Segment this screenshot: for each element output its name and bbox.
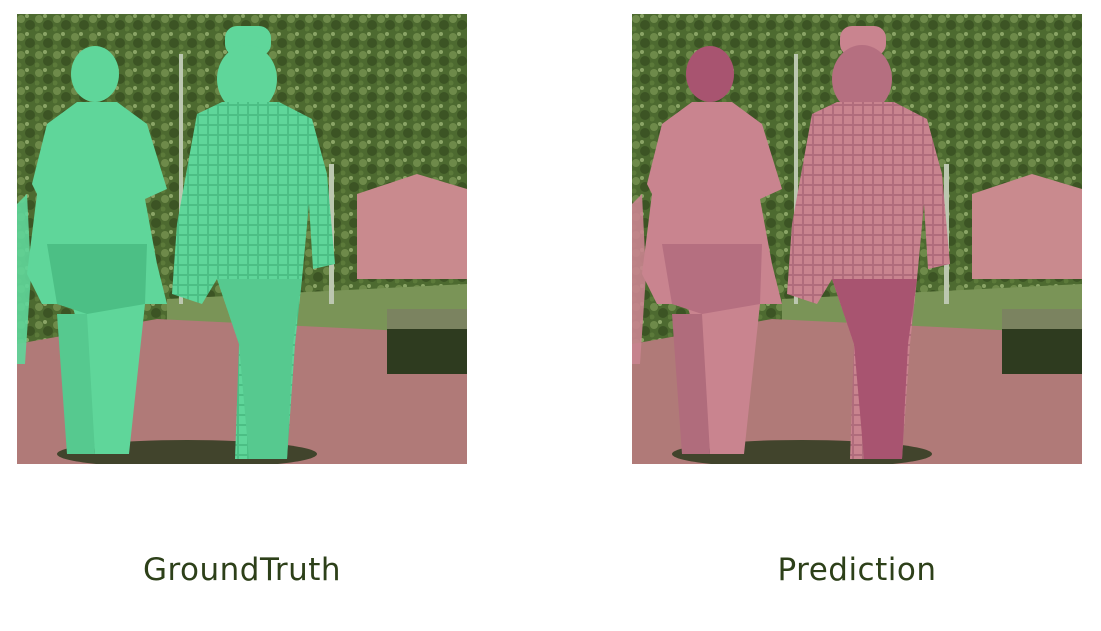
groundtruth-scene	[17, 14, 467, 464]
pink-wall	[972, 174, 1082, 279]
bench-base	[387, 329, 467, 374]
bench-top	[387, 309, 467, 329]
pink-wall	[357, 174, 467, 279]
lamp-post	[179, 54, 183, 304]
prediction-image	[632, 14, 1082, 464]
groundtruth-image	[17, 14, 467, 464]
edge-person-mask	[17, 194, 31, 364]
person-2-mask	[787, 26, 950, 459]
groundtruth-caption: GroundTruth	[142, 552, 342, 588]
person-2-mask	[172, 26, 335, 459]
person-1-mask	[642, 46, 782, 454]
edge-person-mask	[632, 194, 646, 364]
person-1-mask	[27, 46, 167, 454]
lamp-post	[794, 54, 798, 304]
bench-base	[1002, 329, 1082, 374]
prediction-caption: Prediction	[777, 552, 937, 588]
bench-top	[1002, 309, 1082, 329]
prediction-scene	[632, 14, 1082, 464]
